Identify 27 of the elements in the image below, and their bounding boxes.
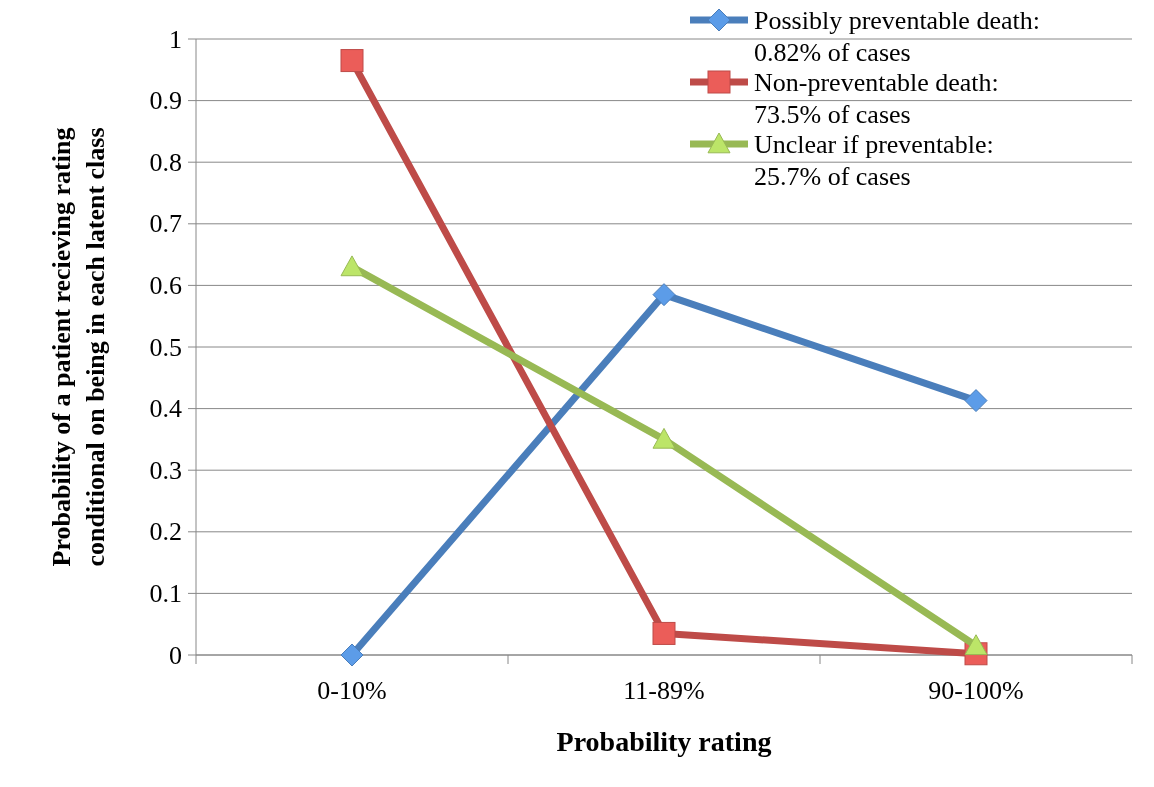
y-tick-label: 0.2 xyxy=(149,517,182,547)
y-tick-label: 0.7 xyxy=(149,209,182,239)
y-tick-label: 0.4 xyxy=(149,394,182,424)
x-tick-label: 0-10% xyxy=(317,676,387,705)
y-axis-title: Probability of a patient recieving rating conditional on being in each latent class xyxy=(47,127,110,567)
y-tick-label: 0.6 xyxy=(149,270,182,300)
point xyxy=(340,643,364,667)
point xyxy=(652,283,676,307)
y-tick-label: 1 xyxy=(169,24,182,54)
x-axis-title: Probability rating xyxy=(556,726,772,757)
point xyxy=(340,49,364,73)
point xyxy=(652,621,676,645)
y-tick-label: 0.9 xyxy=(149,86,182,116)
x-tick-label: 90-100% xyxy=(928,676,1024,705)
x-tick-label: 11-89% xyxy=(623,676,705,705)
y-tick-label: 0.8 xyxy=(149,147,182,177)
legend-label: Unclear if preventable: 25.7% of cases xyxy=(754,129,994,191)
point xyxy=(340,255,364,277)
point xyxy=(964,389,988,413)
legend-label: Possibly preventable death: 0.82% of cases xyxy=(754,5,1040,67)
point xyxy=(964,634,988,656)
y-tick-label: 0.3 xyxy=(149,455,182,485)
y-tick-label: 0.1 xyxy=(149,578,182,608)
point xyxy=(652,427,676,449)
y-tick-label: 0.5 xyxy=(149,332,182,362)
legend-label: Non-preventable death: 73.5% of cases xyxy=(754,67,999,129)
y-tick-label: 0 xyxy=(169,640,182,670)
